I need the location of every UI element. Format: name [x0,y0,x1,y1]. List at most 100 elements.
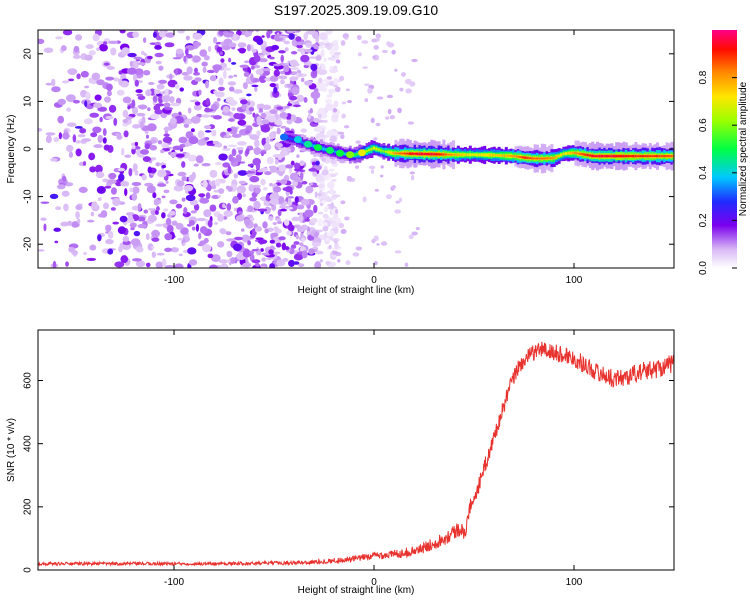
noise-blob [185,35,190,41]
noise-blob [283,64,290,73]
noise-blob [147,208,155,211]
ridge-cell [418,152,422,156]
spectrogram-y-axis: -20 -10 0 10 20 [23,48,674,251]
noise-blob [194,67,199,74]
noise-blob [260,178,266,186]
noise-blob [163,208,169,212]
noise-blob [211,129,217,137]
noise-blob [399,197,403,203]
noise-blob [276,106,284,110]
noise-blob [163,126,173,131]
noise-blob [38,38,45,45]
ridge-cell [648,155,652,158]
noise-blob [134,68,144,76]
noise-blob [157,140,163,145]
noise-blob [317,113,322,119]
noise-blob [280,54,285,63]
noise-blob [100,210,108,218]
noise-blob [157,169,166,174]
ridge-cell [365,150,369,153]
noise-blob [107,230,114,239]
ridge-cell [495,154,499,157]
noise-blob [51,86,61,93]
ridge-cell [387,151,391,154]
noise-blob [290,67,300,70]
noise-blob [256,37,264,46]
noise-blob [361,40,369,44]
noise-blob [125,116,133,120]
noise-blob [102,202,110,210]
ridge-cell [526,156,530,160]
noise-blob [244,130,251,134]
noise-blob [128,168,133,177]
noise-blob [345,88,350,92]
noise-blob [161,195,166,199]
noise-blob [332,250,338,255]
noise-blob [319,200,327,204]
noise-blob [105,115,114,120]
noise-blob [103,96,111,103]
noise-blob [190,210,197,214]
ridge-cell [660,155,664,158]
noise-blob [143,209,149,214]
spectrogram-x-tick-label: 0 [371,275,377,286]
noise-blob [311,161,316,166]
noise-blob [290,160,295,166]
ridge-cell [420,152,424,156]
noise-blob [260,248,264,252]
noise-blob [255,68,264,75]
ridge-cell [344,152,347,156]
noise-blob [151,246,155,249]
noise-blob [295,40,305,46]
noise-blob [265,207,272,213]
noise-blob [193,203,200,211]
noise-blob [169,117,177,125]
noise-blob [57,115,65,124]
noise-blob [379,174,384,178]
noise-blob [317,192,322,197]
noise-blob [276,179,281,183]
noise-blob [231,107,236,111]
noise-blob [304,218,310,222]
noise-blob [105,76,115,81]
ridge-cell [392,152,395,155]
noise-blob [331,179,337,182]
noise-blob [153,198,160,206]
noise-blob [227,81,237,86]
noise-blob [310,63,318,72]
noise-blob [131,146,136,150]
noise-blob [345,260,351,266]
noise-blob [409,81,416,87]
colorbar-tick-label: 0.0 [698,261,709,275]
noise-blob [340,228,347,235]
colorbar-tick-label: 0.2 [698,213,709,227]
noise-blob [300,50,306,55]
ridge-cell [593,155,597,158]
ridge-cell [572,152,575,154]
ridge-cell [569,151,573,155]
snr-x-tick-label: -100 [164,577,184,588]
ridge-cell [507,154,511,157]
noise-blob [256,226,262,232]
noise-blob [410,175,415,181]
noise-blob [227,144,238,148]
noise-blob [129,222,137,228]
noise-blob [244,32,250,38]
noise-blob [142,37,147,43]
snr-x-axis: -100 0 100 [164,330,583,588]
noise-blob [228,75,234,79]
noise-blob [309,107,313,114]
noise-blob [308,248,315,255]
noise-blob [278,75,288,80]
noise-blob [149,113,160,120]
noise-blob [80,89,87,98]
noise-blob [250,234,256,239]
noise-blob [280,205,290,209]
ridge-cell [406,152,410,155]
ridge-cell [440,153,443,156]
noise-blob [411,58,418,63]
noise-blob [163,102,171,108]
ridge-cell [658,155,662,158]
noise-blob [198,232,202,240]
noise-blob [293,162,300,170]
